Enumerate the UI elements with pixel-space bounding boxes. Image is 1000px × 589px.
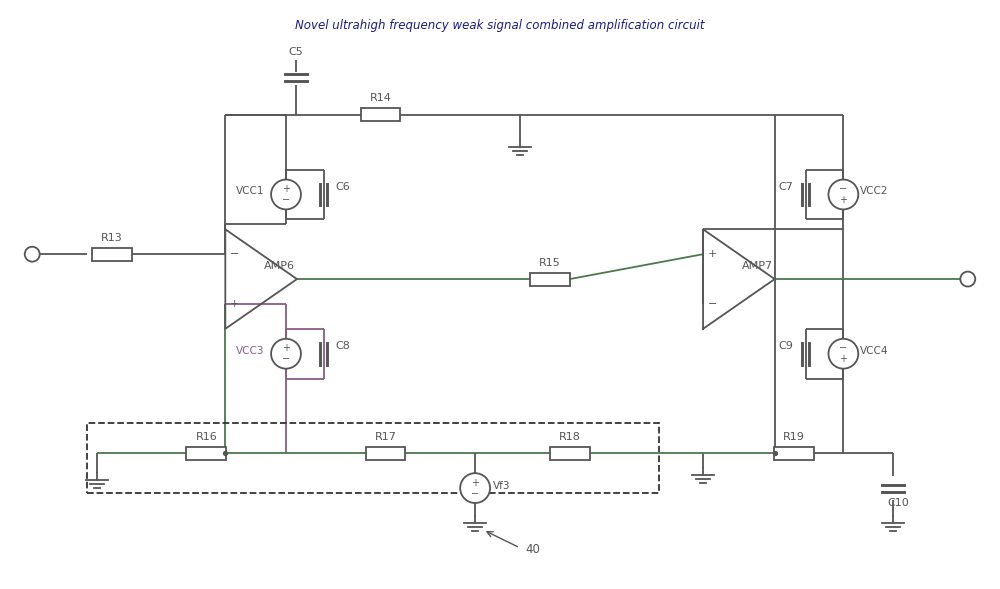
Text: +: + bbox=[839, 354, 847, 364]
Text: +: + bbox=[282, 184, 290, 194]
Text: C5: C5 bbox=[289, 47, 303, 57]
Text: VCC1: VCC1 bbox=[236, 187, 264, 197]
Text: −: − bbox=[839, 184, 847, 194]
Text: R17: R17 bbox=[375, 432, 396, 442]
Text: R14: R14 bbox=[370, 93, 392, 103]
Text: C6: C6 bbox=[336, 181, 351, 191]
Bar bbox=[186, 447, 226, 460]
Text: VCC2: VCC2 bbox=[860, 187, 889, 197]
Text: +: + bbox=[708, 249, 717, 259]
Text: Vf3: Vf3 bbox=[493, 481, 511, 491]
Circle shape bbox=[460, 473, 490, 503]
Text: +: + bbox=[282, 343, 290, 353]
Text: −: − bbox=[471, 488, 479, 498]
Bar bbox=[530, 273, 570, 286]
Circle shape bbox=[828, 339, 858, 369]
Text: R13: R13 bbox=[101, 233, 123, 243]
Text: C9: C9 bbox=[779, 341, 794, 351]
Text: R16: R16 bbox=[196, 432, 217, 442]
Text: +: + bbox=[839, 195, 847, 205]
Text: R18: R18 bbox=[559, 432, 581, 442]
Text: R15: R15 bbox=[539, 258, 561, 268]
Circle shape bbox=[960, 272, 975, 286]
Text: Novel ultrahigh frequency weak signal combined amplification circuit: Novel ultrahigh frequency weak signal co… bbox=[295, 19, 705, 32]
Text: R19: R19 bbox=[783, 432, 805, 442]
Bar bbox=[361, 108, 400, 121]
Text: −: − bbox=[282, 195, 290, 205]
Bar bbox=[774, 447, 814, 460]
Text: 40: 40 bbox=[525, 543, 540, 556]
Text: VCC4: VCC4 bbox=[860, 346, 889, 356]
Bar bbox=[87, 423, 659, 493]
Text: VCC3: VCC3 bbox=[236, 346, 264, 356]
Bar bbox=[366, 447, 405, 460]
Text: −: − bbox=[708, 299, 717, 309]
Text: C10: C10 bbox=[887, 498, 909, 508]
Text: +: + bbox=[230, 299, 240, 309]
Circle shape bbox=[828, 180, 858, 210]
Text: AMP6: AMP6 bbox=[264, 261, 295, 271]
Text: −: − bbox=[230, 249, 240, 259]
Text: C7: C7 bbox=[779, 181, 794, 191]
Circle shape bbox=[271, 339, 301, 369]
Text: −: − bbox=[282, 354, 290, 364]
Circle shape bbox=[25, 247, 40, 262]
Bar bbox=[550, 447, 590, 460]
Text: −: − bbox=[839, 343, 847, 353]
Text: AMP7: AMP7 bbox=[742, 261, 773, 271]
Text: C8: C8 bbox=[336, 341, 351, 351]
Text: +: + bbox=[471, 478, 479, 488]
Circle shape bbox=[271, 180, 301, 210]
Bar bbox=[92, 248, 132, 261]
